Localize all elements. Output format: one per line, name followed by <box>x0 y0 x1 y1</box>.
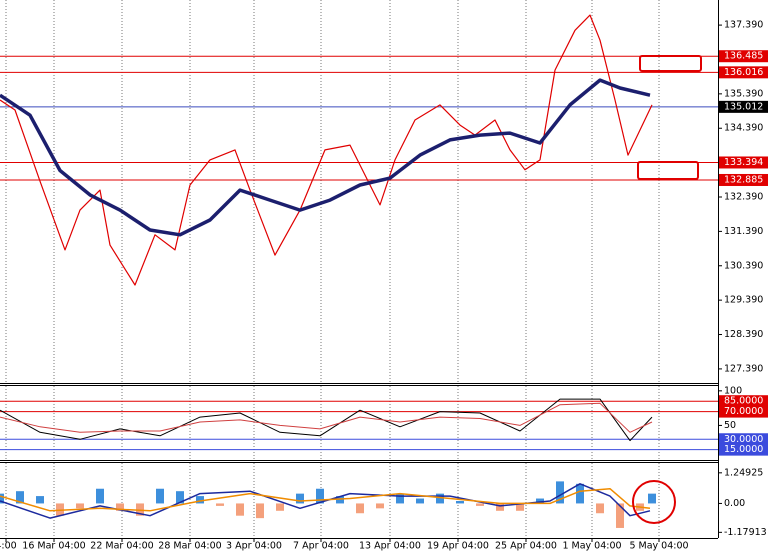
y-tick-label: 128.390 <box>724 329 763 340</box>
level-label-box <box>719 433 768 446</box>
level-label-box <box>719 173 768 186</box>
level-label-box <box>719 395 768 408</box>
histogram-bar <box>416 498 424 504</box>
histogram-bar <box>576 483 584 504</box>
histogram-bar <box>116 503 124 511</box>
histogram-bar <box>256 503 264 519</box>
x-tick-label: 5 May 04:00 <box>629 541 688 552</box>
x-tick-label: 1 May 04:00 <box>562 541 621 552</box>
level-label: 85.0000 <box>724 396 763 407</box>
x-tick-label: 13 Apr 04:00 <box>359 541 421 552</box>
histogram-bar <box>616 503 624 528</box>
level-label: 133.394 <box>724 157 763 168</box>
histogram-bar <box>436 493 444 504</box>
histogram-bar <box>96 488 104 504</box>
y-tick-label: 135.390 <box>724 88 763 99</box>
y-tick-label: 100 <box>724 385 742 396</box>
plots <box>0 0 718 538</box>
y-tick-label: 129.390 <box>724 295 763 306</box>
series-line <box>0 78 651 237</box>
histogram-bar <box>36 496 44 504</box>
histogram-bar <box>496 503 504 511</box>
histogram-bar <box>0 493 4 504</box>
histogram-bar <box>536 498 544 504</box>
y-tick-label: 50 <box>724 420 736 431</box>
x-tick-label: 28 Mar 04:00 <box>158 541 221 552</box>
y-tick-label: 127.390 <box>724 363 763 374</box>
level-label: 70.0000 <box>724 406 763 417</box>
y-tick-label: 1.24925 <box>724 467 763 478</box>
y-tick-label: 137.390 <box>724 20 763 31</box>
x-tick-label: 4:00 <box>0 541 17 552</box>
annotation-circle <box>632 480 676 524</box>
y-tick-label: -1.17913 <box>724 527 767 538</box>
histogram-bar <box>156 488 164 504</box>
level-label: 136.016 <box>724 67 763 78</box>
histogram-bar <box>476 503 484 506</box>
histogram-bar <box>556 481 564 504</box>
y-tick-label: 132.390 <box>724 192 763 203</box>
level-label: 132.885 <box>724 174 763 185</box>
x-tick-label: 7 Apr 04:00 <box>293 541 349 552</box>
histogram-bar <box>296 493 304 504</box>
x-tick-label: 3 Apr 04:00 <box>226 541 282 552</box>
level-label-box <box>719 50 768 63</box>
level-label-box <box>719 66 768 79</box>
series-line <box>0 402 653 433</box>
level-label-box <box>719 100 768 113</box>
annotation-box <box>637 161 699 180</box>
histogram-bar <box>316 488 324 504</box>
histogram-bar <box>376 503 384 509</box>
x-tick-label: 22 Mar 04:00 <box>90 541 153 552</box>
histogram-bar <box>196 496 204 504</box>
histogram-bar <box>76 503 84 509</box>
histogram-bar <box>396 493 404 504</box>
x-tick-label: 16 Mar 04:00 <box>22 541 85 552</box>
y-tick-label: 134.390 <box>724 123 763 134</box>
series-line <box>0 14 653 286</box>
level-label-box <box>719 156 768 169</box>
histogram-bar <box>236 503 244 516</box>
x-tick-label: 19 Apr 04:00 <box>427 541 489 552</box>
level-label: 15.0000 <box>724 444 763 455</box>
histogram-bar <box>16 491 24 504</box>
x-tick-label: 25 Apr 04:00 <box>495 541 557 552</box>
histogram-bar <box>336 496 344 504</box>
y-tick-label: 0.00 <box>724 498 745 509</box>
histogram-bar <box>176 491 184 504</box>
histogram-bar <box>276 503 284 511</box>
annotation-box <box>639 55 702 72</box>
series-line <box>0 487 651 512</box>
histogram-bar <box>596 503 604 514</box>
histogram-bar <box>456 500 464 504</box>
level-label: 136.485 <box>724 51 763 62</box>
y-tick-label: 131.390 <box>724 226 763 237</box>
histogram-bar <box>648 493 656 504</box>
level-label-box <box>719 443 768 456</box>
y-tick-label: 130.390 <box>724 260 763 271</box>
histogram-bar <box>216 503 224 506</box>
level-label-box <box>719 405 768 418</box>
level-label: 135.012 <box>724 101 763 112</box>
histogram-bar <box>356 503 364 514</box>
histogram-bar <box>516 503 524 511</box>
level-label: 30.0000 <box>724 434 763 445</box>
